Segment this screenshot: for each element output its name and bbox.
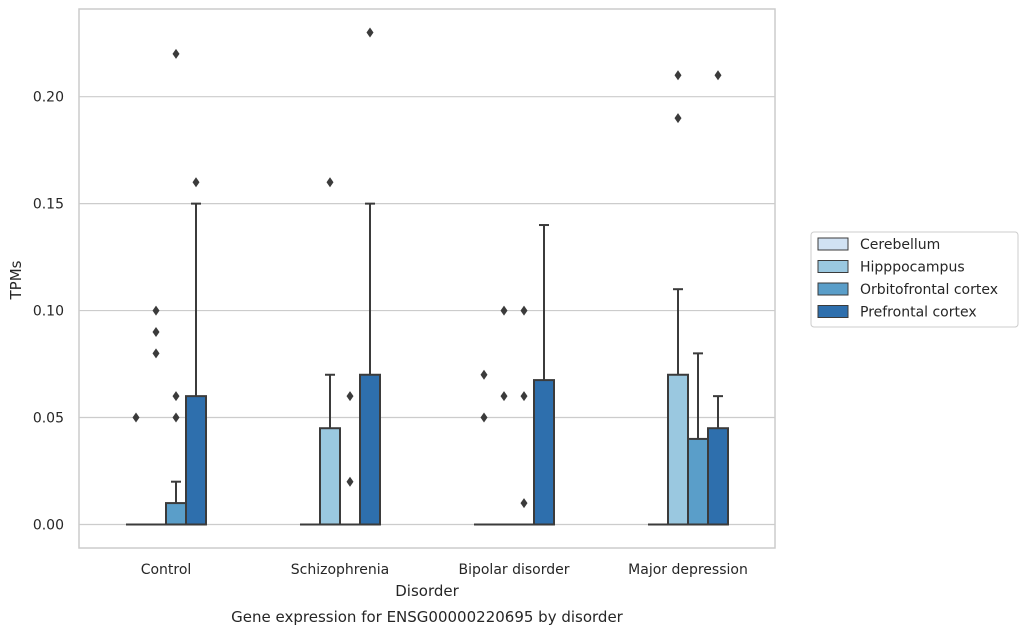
box xyxy=(185,395,207,526)
box xyxy=(687,437,709,526)
outlier-point xyxy=(152,348,160,359)
y-tick-label: 0.05 xyxy=(33,411,64,427)
outlier-point xyxy=(172,48,180,59)
x-axis-label: Disorder xyxy=(395,582,459,600)
x-tick-label: Bipolar disorder xyxy=(458,562,569,578)
box-group xyxy=(146,305,166,526)
legend-swatch xyxy=(817,237,849,251)
x-tick-label: Schizophrenia xyxy=(291,562,389,578)
legend-frame xyxy=(810,231,1019,328)
outlier-point xyxy=(152,305,160,316)
box-group xyxy=(494,305,514,526)
box xyxy=(359,373,381,526)
y-axis-label: TPMs xyxy=(7,260,25,300)
plot-border xyxy=(78,8,776,549)
outlier-point xyxy=(520,498,528,509)
y-tick-label: 0.10 xyxy=(33,304,64,320)
box-group xyxy=(514,305,534,526)
outlier-point xyxy=(132,412,140,423)
outlier-point xyxy=(326,177,334,188)
outlier-point xyxy=(366,27,374,38)
box-group xyxy=(687,352,709,526)
outlier-point xyxy=(674,70,682,81)
y-tick-labels: 0.00 0.05 0.10 0.15 0.20 xyxy=(33,90,64,534)
box xyxy=(533,379,555,526)
box-group xyxy=(533,224,555,526)
outlier-point xyxy=(152,326,160,337)
box xyxy=(667,373,689,526)
outlier-point xyxy=(480,369,488,380)
legend-label: Orbitofrontal cortex xyxy=(860,282,998,298)
legend-label: Cerebellum xyxy=(860,237,940,253)
legend-swatch xyxy=(817,282,849,296)
y-tick-label: 0.00 xyxy=(33,517,64,533)
outlier-point xyxy=(480,412,488,423)
outlier-point xyxy=(172,412,180,423)
legend-label: Hipppocampus xyxy=(860,260,965,276)
box-group xyxy=(667,70,689,526)
x-tick-labels: Control Schizophrenia Bipolar disorder Majo… xyxy=(141,562,748,578)
outlier-point xyxy=(520,305,528,316)
outlier-point xyxy=(346,391,354,402)
chart-title: Gene expression for ENSG00000220695 by d… xyxy=(231,608,624,626)
x-tick-label: Major depression xyxy=(628,562,748,578)
box xyxy=(707,427,729,526)
outlier-point xyxy=(500,391,508,402)
box-group xyxy=(126,412,146,526)
box-group xyxy=(165,48,187,526)
box-group xyxy=(340,391,360,526)
box-group xyxy=(185,177,207,526)
box-group xyxy=(359,27,381,526)
outlier-point xyxy=(714,70,722,81)
plot-frame xyxy=(78,8,776,549)
legend-swatch xyxy=(817,305,849,318)
legend-swatch xyxy=(817,260,849,273)
box xyxy=(165,502,187,526)
outlier-point xyxy=(674,113,682,124)
outlier-point xyxy=(500,305,508,316)
legend-label: Prefrontal cortex xyxy=(860,305,977,321)
x-tick-label: Control xyxy=(141,562,192,578)
box xyxy=(319,427,341,526)
outlier-point xyxy=(172,391,180,402)
outlier-point xyxy=(520,391,528,402)
y-tick-label: 0.20 xyxy=(33,90,64,106)
outlier-point xyxy=(192,177,200,188)
outlier-point xyxy=(346,476,354,487)
box-plot-layer xyxy=(126,27,729,526)
box-group xyxy=(707,70,729,526)
legend: Cerebellum Hipppocampus Orbitofrontal cort… xyxy=(810,231,1019,328)
box-group xyxy=(474,369,494,526)
y-tick-label: 0.15 xyxy=(33,197,64,213)
box-group xyxy=(319,177,341,526)
